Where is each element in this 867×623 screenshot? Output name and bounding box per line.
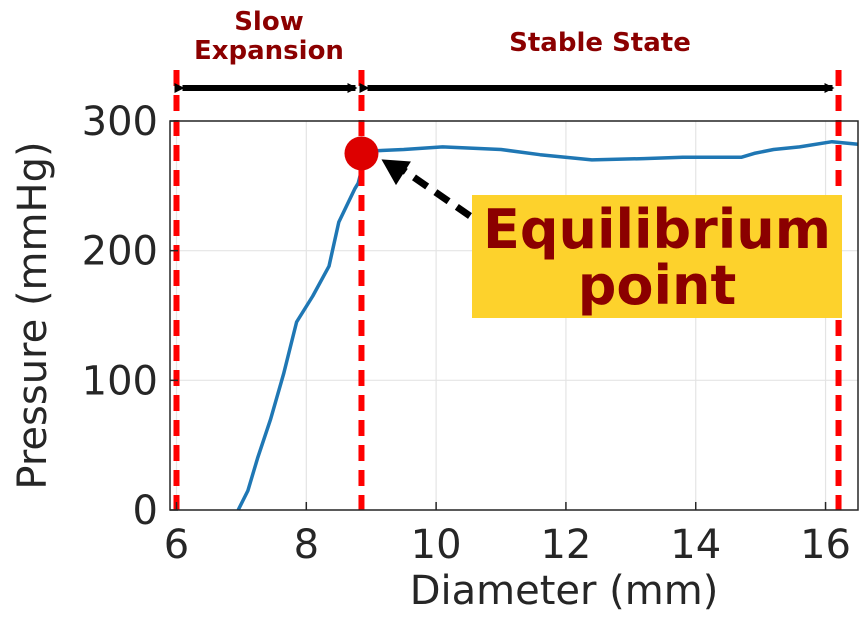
plot-frame [169, 120, 859, 511]
series-line-1 [236, 139, 859, 511]
callout-box [472, 195, 842, 318]
equilibrium-marker [344, 136, 379, 171]
y-axis-label: Pressure (mmHg) [10, 141, 56, 489]
x-axis-label: Diameter (mm) [410, 568, 719, 614]
callout-text-line: point [578, 254, 737, 317]
y-tick-label: 0 [133, 488, 158, 534]
callout-arrow-head [381, 159, 411, 186]
callout-arrow-shaft [397, 164, 472, 219]
x-tick-label: 16 [800, 522, 851, 568]
region-label-1: Slow [234, 7, 304, 37]
x-tick-label: 14 [670, 522, 721, 568]
region-label-2: Stable State [509, 28, 691, 58]
tick-layer: 6 8 10 12 14 16 0 100 200 300 [82, 99, 851, 568]
series-layer [236, 139, 859, 511]
x-tick-label: 8 [294, 522, 319, 568]
x-tick-label: 12 [540, 522, 591, 568]
region-label-1: Expansion [194, 36, 344, 66]
x-tick-label: 10 [411, 522, 462, 568]
y-tick-label: 200 [82, 229, 158, 275]
y-tick-label: 100 [82, 358, 158, 404]
y-tick-label: 300 [82, 99, 158, 145]
callout-text-line: Equilibrium [483, 198, 831, 261]
x-tick-label: 6 [164, 522, 189, 568]
